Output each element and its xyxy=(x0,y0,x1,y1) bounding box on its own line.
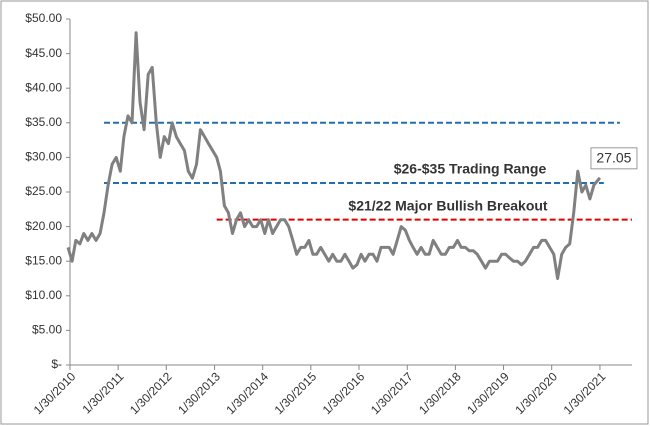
y-tick-label: $20.00 xyxy=(25,219,62,233)
y-tick-label: $45.00 xyxy=(25,46,62,60)
price-line xyxy=(66,31,602,280)
annotation: $26-$35 Trading Range xyxy=(394,161,547,177)
y-tick-label: $15.00 xyxy=(25,253,62,267)
annotation: $21/22 Major Bullish Breakout xyxy=(348,198,548,214)
y-tick-label: $25.00 xyxy=(25,184,62,198)
y-tick-label: $30.00 xyxy=(25,150,62,164)
y-tick-label: $5.00 xyxy=(32,323,62,337)
y-tick-label: $35.00 xyxy=(25,115,62,129)
y-tick-label: $40.00 xyxy=(25,80,62,94)
data-label: 27.05 xyxy=(596,150,631,166)
y-tick-label: $- xyxy=(51,357,62,371)
y-tick-label: $50.00 xyxy=(25,11,62,25)
y-tick-label: $10.00 xyxy=(25,288,62,302)
data-label-box xyxy=(590,147,638,170)
